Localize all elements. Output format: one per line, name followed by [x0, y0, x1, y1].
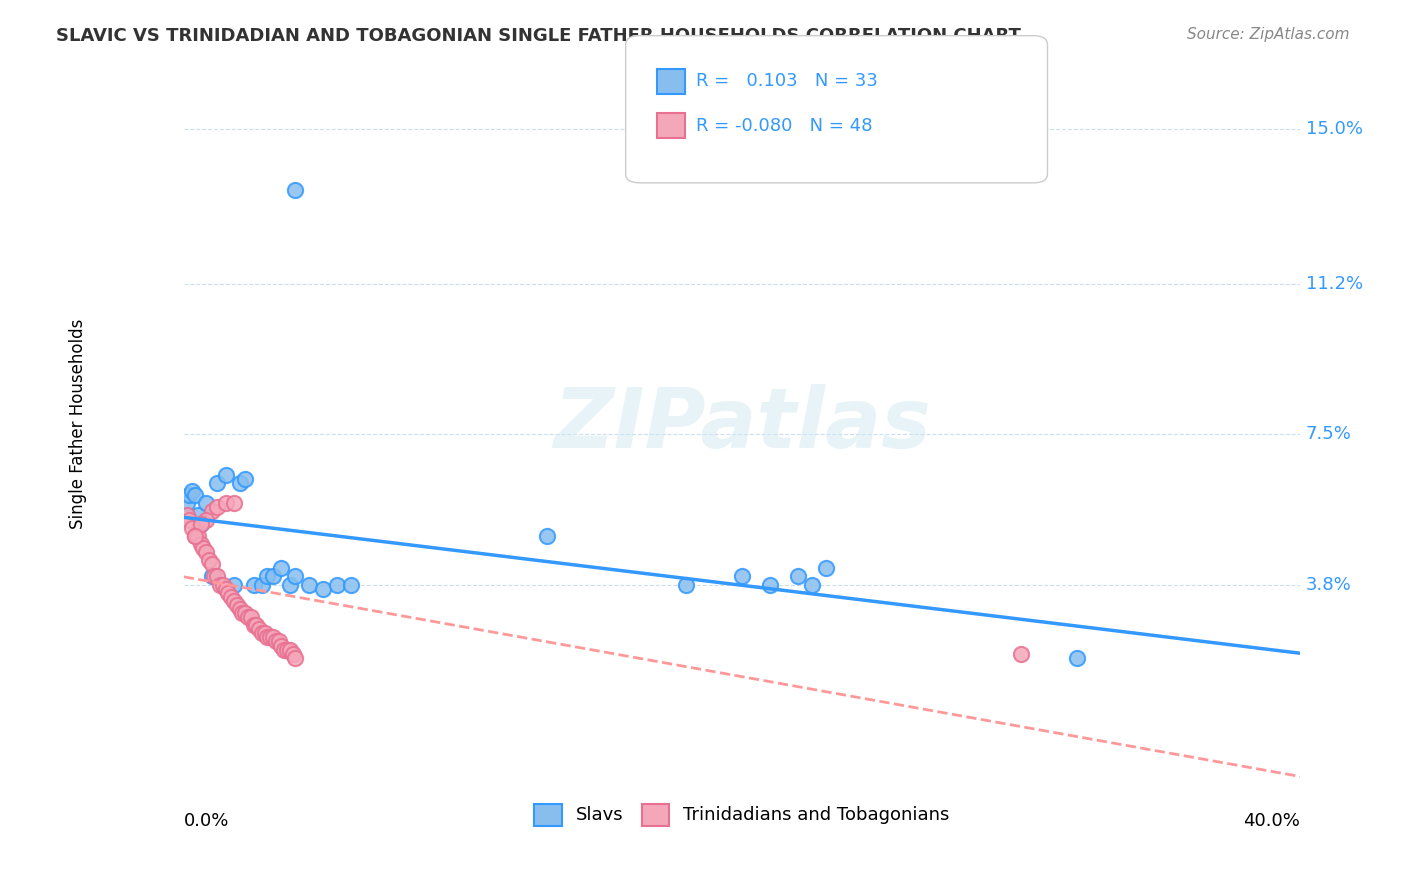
Point — [245, 618, 267, 632]
Point — [214, 496, 236, 510]
Point — [273, 642, 295, 657]
Point — [278, 577, 301, 591]
Point — [233, 472, 256, 486]
Point — [233, 606, 256, 620]
Point — [242, 577, 264, 591]
Point — [256, 569, 278, 583]
Point — [222, 594, 245, 608]
Point — [207, 475, 229, 490]
Point — [298, 577, 321, 591]
Point — [759, 577, 782, 591]
Point — [340, 577, 363, 591]
Point — [284, 183, 307, 197]
Point — [190, 516, 212, 531]
Point — [247, 622, 270, 636]
Point — [800, 577, 823, 591]
Point — [242, 618, 264, 632]
Point — [228, 475, 250, 490]
Point — [786, 569, 808, 583]
Point — [181, 484, 204, 499]
Point — [176, 496, 198, 510]
Point — [201, 558, 224, 572]
Point — [256, 631, 278, 645]
Point — [184, 529, 207, 543]
Text: 11.2%: 11.2% — [1306, 275, 1362, 293]
Point — [675, 577, 697, 591]
Text: ZIPatlas: ZIPatlas — [553, 384, 931, 465]
Point — [181, 521, 204, 535]
Point — [284, 650, 307, 665]
Point — [253, 626, 276, 640]
Point — [239, 610, 262, 624]
Point — [195, 496, 218, 510]
Text: R = -0.080   N = 48: R = -0.080 N = 48 — [696, 117, 873, 135]
Point — [814, 561, 837, 575]
Point — [536, 529, 558, 543]
Text: SLAVIC VS TRINIDADIAN AND TOBAGONIAN SINGLE FATHER HOUSEHOLDS CORRELATION CHART: SLAVIC VS TRINIDADIAN AND TOBAGONIAN SIN… — [56, 27, 1021, 45]
Point — [184, 488, 207, 502]
Point — [281, 647, 304, 661]
Point — [214, 582, 236, 596]
Point — [225, 598, 247, 612]
Point — [187, 508, 209, 523]
Point — [201, 569, 224, 583]
Point — [219, 590, 242, 604]
Point — [284, 569, 307, 583]
Point — [222, 496, 245, 510]
Point — [267, 634, 290, 648]
Point — [207, 569, 229, 583]
Point — [312, 582, 335, 596]
Point — [207, 500, 229, 515]
Point — [236, 610, 259, 624]
Point — [1066, 650, 1088, 665]
Point — [276, 642, 298, 657]
Text: Single Father Households: Single Father Households — [69, 318, 87, 529]
Text: 0.0%: 0.0% — [184, 812, 229, 830]
Point — [1010, 647, 1032, 661]
Point — [193, 541, 215, 555]
Point — [204, 569, 226, 583]
Text: 40.0%: 40.0% — [1243, 812, 1301, 830]
Point — [209, 577, 232, 591]
Text: Source: ZipAtlas.com: Source: ZipAtlas.com — [1187, 27, 1350, 42]
Text: 3.8%: 3.8% — [1306, 575, 1351, 593]
Point — [211, 577, 233, 591]
Point — [190, 516, 212, 531]
Point — [195, 545, 218, 559]
Point — [179, 512, 201, 526]
Point — [264, 634, 287, 648]
Point — [270, 639, 292, 653]
Point — [176, 508, 198, 523]
Point — [262, 569, 284, 583]
Point — [731, 569, 754, 583]
Point — [201, 504, 224, 518]
Point — [278, 642, 301, 657]
Point — [222, 577, 245, 591]
Point — [262, 631, 284, 645]
Point — [250, 626, 273, 640]
Point — [270, 561, 292, 575]
Text: 15.0%: 15.0% — [1306, 120, 1362, 138]
Point — [231, 606, 253, 620]
Point — [187, 529, 209, 543]
Point — [214, 467, 236, 482]
Point — [190, 537, 212, 551]
Point — [195, 512, 218, 526]
Point — [326, 577, 349, 591]
Point — [217, 585, 239, 599]
Legend: Slavs, Trinidadians and Tobagonians: Slavs, Trinidadians and Tobagonians — [526, 795, 959, 835]
Text: 7.5%: 7.5% — [1306, 425, 1351, 443]
Point — [250, 577, 273, 591]
Point — [184, 529, 207, 543]
Point — [228, 602, 250, 616]
Text: R =   0.103   N = 33: R = 0.103 N = 33 — [696, 72, 877, 90]
Point — [259, 631, 281, 645]
Point — [179, 488, 201, 502]
Point — [198, 553, 221, 567]
